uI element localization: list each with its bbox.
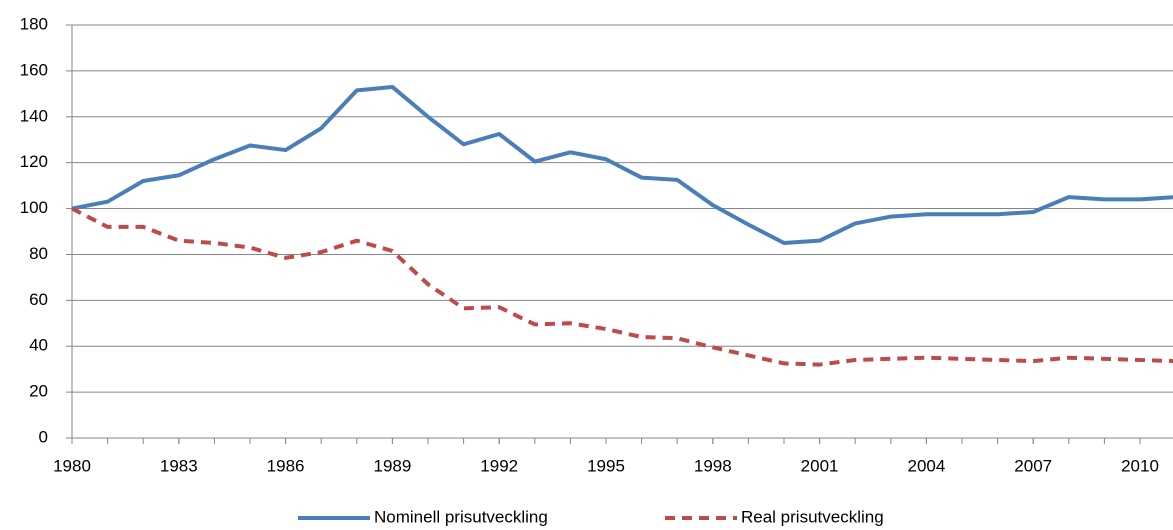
y-tick-label: 120 (20, 152, 48, 171)
x-tick-label: 2007 (1014, 456, 1052, 475)
x-tick-label: 2001 (801, 456, 839, 475)
y-tick-label: 40 (29, 336, 48, 355)
series-line (71, 206, 1173, 367)
x-tick-label: 1983 (160, 456, 198, 475)
legend-label: Real prisutveckling (741, 507, 884, 526)
legend-label: Nominell prisutveckling (374, 507, 548, 526)
x-tick-label: 1980 (53, 456, 91, 475)
y-tick-label: 20 (29, 382, 48, 401)
x-tick-label: 1998 (694, 456, 732, 475)
y-tick-label: 160 (20, 60, 48, 79)
series-line (71, 84, 1173, 245)
y-tick-label: 180 (20, 14, 48, 33)
x-tick-label: 2004 (907, 456, 945, 475)
x-tick-label: 2010 (1121, 456, 1159, 475)
x-tick-label: 1986 (267, 456, 305, 475)
x-tick-label: 1992 (480, 456, 518, 475)
x-tick-label: 1989 (373, 456, 411, 475)
y-tick-label: 100 (20, 198, 48, 217)
x-tick-label: 1995 (587, 456, 625, 475)
y-tick-label: 140 (20, 106, 48, 125)
y-tick-label: 60 (29, 290, 48, 309)
y-tick-label: 80 (29, 244, 48, 263)
y-tick-label: 0 (39, 427, 48, 446)
